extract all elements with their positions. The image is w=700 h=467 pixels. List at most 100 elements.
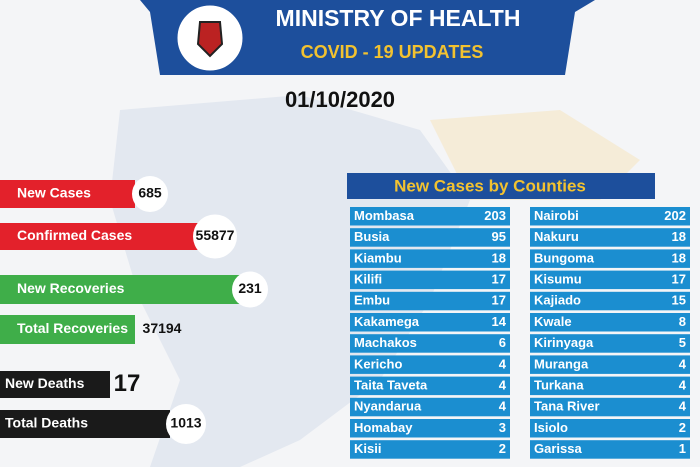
county-value: 17	[492, 272, 506, 287]
stat-label: New Recoveries	[17, 280, 125, 296]
county-value: 18	[492, 250, 506, 265]
county-name: Garissa	[534, 441, 582, 456]
stat-label: New Deaths	[5, 375, 85, 391]
emblem-shield	[196, 21, 224, 58]
county-name: Nyandarua	[354, 399, 422, 414]
county-value: 18	[672, 250, 686, 265]
stat-label: Confirmed Cases	[17, 227, 132, 243]
county-value: 4	[499, 356, 507, 371]
stat-bar	[0, 371, 110, 398]
county-value: 2	[499, 441, 506, 456]
county-row	[350, 270, 510, 290]
county-name: Kericho	[354, 356, 402, 371]
county-name: Kisii	[354, 441, 381, 456]
counties-title: New Cases by Counties	[394, 176, 586, 195]
stat-value: 1013	[170, 415, 201, 431]
county-value: 6	[499, 335, 506, 350]
county-name: Tana River	[534, 399, 600, 414]
county-row	[530, 440, 690, 459]
county-value: 4	[679, 399, 687, 414]
county-row	[350, 207, 510, 226]
county-value: 1	[679, 441, 686, 456]
stat-badge	[132, 176, 168, 212]
county-row	[530, 228, 690, 247]
county-value: 17	[672, 272, 686, 287]
county-row	[530, 249, 690, 268]
county-name: Nakuru	[534, 229, 579, 244]
county-name: Isiolo	[534, 420, 568, 435]
county-name: Nairobi	[534, 208, 579, 223]
county-name: Muranga	[534, 356, 589, 371]
county-value: 3	[499, 420, 506, 435]
stat-label: New Cases	[17, 185, 91, 201]
stat-value: 231	[238, 280, 262, 296]
county-name: Kirinyaga	[534, 335, 594, 350]
stat-badge	[166, 404, 206, 444]
stat-value: 685	[138, 185, 162, 201]
county-name: Kilifi	[354, 272, 382, 287]
county-value: 5	[679, 335, 686, 350]
county-value: 2	[679, 420, 686, 435]
county-row	[350, 440, 510, 459]
stat-badge	[232, 271, 268, 308]
county-value: 14	[492, 314, 507, 329]
county-name: Kiambu	[354, 250, 402, 265]
county-value: 203	[484, 208, 506, 223]
county-row	[350, 334, 510, 353]
stat-bar	[0, 223, 200, 250]
county-value: 4	[499, 378, 507, 393]
stat-badge	[193, 214, 237, 259]
county-value: 95	[492, 229, 506, 244]
county-row	[530, 376, 690, 396]
stat-label: Total Recoveries	[17, 320, 128, 336]
subtitle: COVID - 19 UPDATES	[301, 42, 484, 62]
stat-bar	[0, 275, 240, 304]
county-row	[350, 397, 510, 417]
county-row	[530, 291, 690, 311]
county-row	[530, 207, 690, 226]
title: MINISTRY OF HEALTH	[276, 5, 521, 31]
county-name: Mombasa	[354, 208, 415, 223]
county-value: 4	[499, 399, 507, 414]
county-name: Embu	[354, 293, 390, 308]
county-value: 15	[672, 293, 686, 308]
county-name: Kisumu	[534, 272, 582, 287]
county-name: Taita Taveta	[354, 378, 428, 393]
county-row	[350, 419, 510, 438]
county-row	[530, 270, 690, 290]
counties-header	[347, 173, 655, 199]
county-row	[350, 313, 510, 332]
stat-label: Total Deaths	[5, 415, 88, 431]
county-name: Turkana	[534, 378, 584, 393]
county-row	[350, 376, 510, 396]
stat-bar	[0, 180, 135, 208]
county-row	[350, 291, 510, 311]
stat-value: 55877	[196, 227, 235, 243]
county-value: 4	[679, 378, 687, 393]
date: 01/10/2020	[285, 87, 395, 112]
county-value: 17	[492, 293, 506, 308]
stat-bar	[0, 410, 170, 438]
county-name: Machakos	[354, 335, 417, 350]
county-row	[350, 355, 510, 374]
county-name: Bungoma	[534, 250, 595, 265]
header-banner	[140, 0, 595, 75]
county-row	[530, 355, 690, 374]
stat-bar	[0, 315, 135, 344]
county-value: 8	[679, 314, 686, 329]
county-row	[530, 313, 690, 332]
county-name: Kajiado	[534, 293, 581, 308]
county-row	[350, 228, 510, 247]
county-value: 202	[664, 208, 686, 223]
county-name: Kwale	[534, 314, 572, 329]
county-row	[350, 249, 510, 268]
county-name: Busia	[354, 229, 390, 244]
county-name: Kakamega	[354, 314, 420, 329]
county-row	[530, 334, 690, 353]
county-value: 4	[679, 356, 687, 371]
stat-value: 17	[114, 370, 141, 397]
county-row	[530, 419, 690, 438]
county-name: Homabay	[354, 420, 413, 435]
county-row	[530, 397, 690, 417]
